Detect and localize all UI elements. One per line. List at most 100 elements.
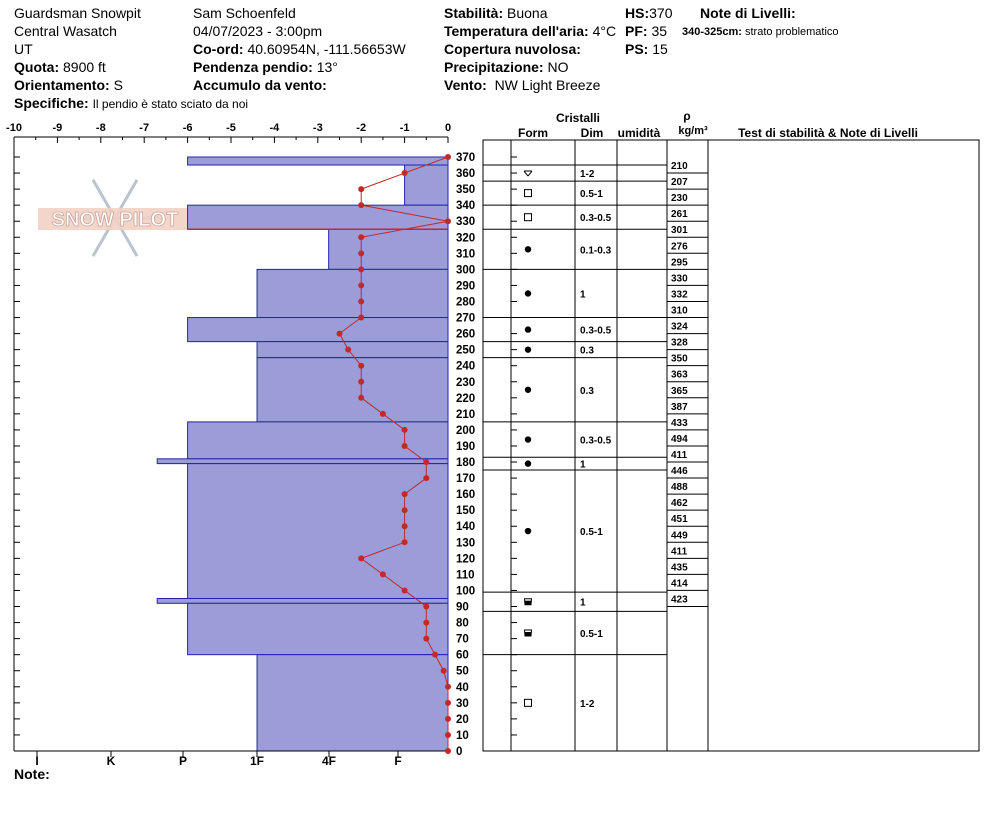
depth-label: 40 xyxy=(456,682,469,694)
stabilita-label: Stabilità: xyxy=(444,5,504,21)
temp-tick-label: -4 xyxy=(270,122,281,134)
temperature-point xyxy=(445,731,451,738)
crystal-dim: 1-2 xyxy=(580,699,595,710)
temperature-point xyxy=(401,523,408,530)
quota-label: Quota: xyxy=(14,59,60,75)
temp-tick-label: -2 xyxy=(356,122,366,134)
crystal-dim: 0.5-1 xyxy=(580,629,603,640)
ps-row: PS: 15 xyxy=(625,40,668,58)
crystal-dim: 0.3-0.5 xyxy=(580,436,612,447)
temp-tick-label: -8 xyxy=(96,122,106,134)
temp-tick-label: -10 xyxy=(6,122,22,134)
quota-value: 8900 ft xyxy=(63,59,106,75)
hardness-layer xyxy=(328,228,449,270)
temperature-point xyxy=(401,442,408,449)
coord-label: Co-ord: xyxy=(193,41,244,57)
density-value: 330 xyxy=(671,273,688,284)
hardness-layer xyxy=(187,421,449,460)
site-name: Guardsman Snowpit xyxy=(14,5,141,21)
depth-label: 120 xyxy=(456,553,475,565)
depth-label: 70 xyxy=(456,634,469,646)
datetime: 04/07/2023 - 3:00pm xyxy=(193,23,323,39)
hardness-layer xyxy=(187,156,449,166)
crystal-form-depth-hoar-fill xyxy=(525,632,531,637)
depth-label: 250 xyxy=(456,345,475,357)
temperature-point xyxy=(445,154,451,160)
temperature-point xyxy=(445,218,451,225)
depth-label: 280 xyxy=(456,296,475,308)
temperature-point xyxy=(358,282,365,289)
density-value: 350 xyxy=(671,354,688,365)
depth-label: 360 xyxy=(456,168,475,180)
hardness-label: F xyxy=(394,754,401,768)
density-value: 324 xyxy=(671,322,688,333)
crystal-form-faceted-icon xyxy=(524,698,532,707)
crystal-form-rounded-icon xyxy=(524,290,532,297)
crystal-form-depth-hoar-fill xyxy=(525,600,531,605)
crystal-form-rounded-icon xyxy=(524,460,532,467)
hardness-label: K xyxy=(107,754,116,768)
depth-label: 270 xyxy=(456,313,475,325)
crystal-form-rounded-icon xyxy=(524,386,532,393)
temperature-point xyxy=(423,475,430,482)
density-value: 387 xyxy=(671,402,688,413)
temperature-point xyxy=(358,298,365,305)
hardness-layer xyxy=(187,463,449,599)
temperature-point xyxy=(423,619,430,626)
watermark-band xyxy=(38,208,192,230)
temperature-point xyxy=(440,667,447,674)
crystal-form-rounded-icon xyxy=(524,326,532,333)
crystal-form-rounded-icon xyxy=(524,436,532,443)
temperature-point xyxy=(358,378,365,385)
header-cristalli: Cristalli xyxy=(556,111,600,125)
pendenza-value: 13° xyxy=(316,59,338,75)
ps-value: 15 xyxy=(652,41,668,57)
temperature-point xyxy=(401,507,408,514)
hardness-label: I xyxy=(35,754,38,768)
depth-label: 230 xyxy=(456,377,475,389)
depth-label: 30 xyxy=(456,698,469,710)
temp-tick-label: 0 xyxy=(445,122,451,134)
table-frame xyxy=(482,139,980,752)
depth-label: 300 xyxy=(456,264,475,276)
density-value: 230 xyxy=(671,193,688,204)
header-stability: Test di stabilità & Note di Livelli xyxy=(738,126,918,140)
temperature-point xyxy=(423,635,430,642)
density-value: 261 xyxy=(671,209,688,220)
temperature-point xyxy=(445,748,451,754)
temperature-point xyxy=(423,459,430,466)
stabilita-row: Stabilità: Buona xyxy=(444,4,548,22)
vento-label: Vento: xyxy=(444,77,487,93)
depth-label: 350 xyxy=(456,184,475,196)
note-livelli-title: Note di Livelli: xyxy=(700,5,796,21)
specifiche-value: Il pendio è stato sciato da noi xyxy=(92,97,249,111)
temp-tick-label: -3 xyxy=(313,122,323,134)
temperature-point xyxy=(401,587,408,594)
hardness-layer xyxy=(187,317,449,343)
coord-row: Co-ord: 40.60954N, -111.56653W xyxy=(193,40,406,58)
ps-label: PS: xyxy=(625,41,649,57)
coord-value: 40.60954N, -111.56653W xyxy=(247,41,406,57)
depth-label: 200 xyxy=(456,425,475,437)
density-value: 301 xyxy=(671,225,688,236)
crystal-dim: 1 xyxy=(580,460,586,471)
hardness-label: 4F xyxy=(322,754,336,768)
density-value: 332 xyxy=(671,289,688,300)
hardness-label: P xyxy=(179,754,187,768)
crystal-dim: 0.3-0.5 xyxy=(580,213,612,224)
temperature-point xyxy=(431,651,438,658)
hardness-label: 1F xyxy=(250,754,264,768)
hardness-layer xyxy=(404,164,449,206)
crystal-form-rounded-icon xyxy=(524,527,532,535)
crystal-form-rounded-icon xyxy=(524,346,532,353)
depth-label: 0 xyxy=(456,746,462,758)
density-value: 363 xyxy=(671,370,688,381)
temperature-point xyxy=(379,571,386,578)
vento-row: Vento: NW Light Breeze xyxy=(444,76,600,94)
depth-label: 90 xyxy=(456,602,469,614)
notes-label: Note: xyxy=(14,766,50,782)
density-value: 462 xyxy=(671,498,688,509)
quota-row: Quota: 8900 ft xyxy=(14,58,106,76)
crystal-form-rounded-icon xyxy=(524,246,532,253)
crystal-dim: 0.5-1 xyxy=(580,189,603,200)
